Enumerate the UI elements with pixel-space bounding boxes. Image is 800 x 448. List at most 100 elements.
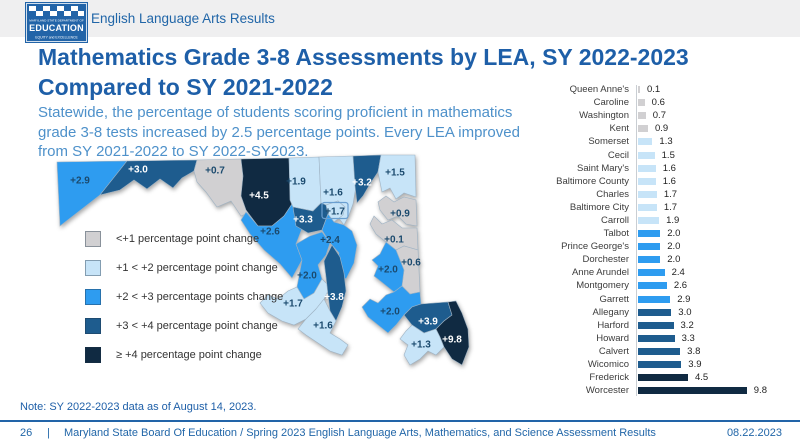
bar-chart: Queen Anne's 0.1 Caroline 0.6 Washington 0.7 K…	[552, 83, 782, 398]
chart-axis-line	[636, 85, 637, 396]
chart-row: Garrett 2.9	[552, 293, 782, 306]
legend-label: ≥ +4 percentage point change	[116, 348, 262, 361]
chart-bar	[638, 216, 660, 224]
chart-category-label: Anne Arundel	[571, 267, 629, 279]
chart-row: Dorchester 2.0	[552, 253, 782, 266]
chart-value-label: 2.0	[667, 241, 681, 253]
chart-bar	[638, 190, 657, 198]
legend-swatch	[85, 346, 101, 363]
chart-value-label: 1.9	[666, 214, 680, 226]
county-value-label: +0.9	[390, 209, 410, 220]
chart-bar	[638, 125, 648, 133]
county-value-label: +1.3	[411, 340, 431, 351]
chart-value-label: 1.3	[659, 136, 673, 148]
chart-row: Frederick 4.5	[552, 371, 782, 384]
chart-category-label: Cecil	[607, 149, 629, 161]
chart-category-label: Harford	[597, 319, 629, 331]
chart-category-label: Calvert	[598, 345, 629, 357]
county-value-label: +3.2	[352, 178, 372, 189]
chart-category-label: Garrett	[599, 293, 629, 305]
chart-category-label: Howard	[596, 332, 629, 344]
chart-category-label: Washington	[579, 110, 629, 122]
chart-row: Baltimore City 1.7	[552, 201, 782, 214]
county-value-label: +1.7	[325, 207, 345, 218]
chart-row: Somerset 1.3	[552, 135, 782, 148]
chart-category-label: Dorchester	[582, 254, 629, 266]
chart-bar	[638, 164, 656, 172]
chart-bar	[638, 387, 747, 395]
chart-category-label: Baltimore County	[556, 175, 629, 187]
county-value-label: +3.3	[293, 215, 313, 226]
county-value-label: +4.5	[249, 191, 269, 202]
county-shape	[295, 231, 331, 300]
chart-category-label: Montgomery	[576, 280, 629, 292]
county-value-label: +3.9	[418, 317, 438, 328]
chart-row: Talbot 2.0	[552, 227, 782, 240]
msde-logo-graphic: MARYLAND STATE DEPARTMENT OF EDUCATION E…	[25, 2, 88, 43]
subtitle-line2: grade 3-8 tests increased by 2.5 percent…	[38, 123, 520, 141]
chart-value-label: 0.9	[654, 123, 669, 135]
county-shape	[259, 278, 331, 326]
chart-row: Saint Mary's 1.6	[552, 162, 782, 175]
legend-swatch	[85, 230, 101, 247]
county-value-label: +1.6	[323, 188, 343, 199]
county-value-label: +2.4	[320, 235, 340, 246]
chart-row: Harford 3.2	[552, 319, 782, 332]
county-value-label: +9.8	[442, 335, 462, 346]
chart-category-label: Carroll	[601, 214, 629, 226]
chart-row: Allegany 3.0	[552, 306, 782, 319]
subtitle-line1: Statewide, the percentage of students sc…	[38, 104, 513, 121]
chart-value-label: 1.7	[663, 188, 678, 200]
chart-bar	[638, 282, 667, 290]
chart-value-label: 2.0	[667, 228, 681, 240]
chart-bar	[638, 269, 665, 277]
chart-value-label: 4.5	[694, 372, 709, 384]
chart-bar	[638, 256, 661, 264]
logo-education-line: EDUCATION	[29, 23, 84, 33]
chart-bar	[638, 308, 672, 316]
chart-category-label: Saint Mary's	[577, 162, 629, 174]
chart-value-label: 2.6	[673, 280, 688, 292]
county-value-label: +1.7	[283, 299, 303, 310]
footer-divider	[0, 420, 800, 422]
chart-row: Queen Anne's 0.1	[552, 83, 782, 96]
chart-category-label: Kent	[609, 123, 629, 135]
baltimore-city-label-box	[321, 201, 349, 220]
chart-bar	[638, 177, 656, 185]
chart-category-label: Baltimore City	[569, 201, 629, 213]
chart-row: Caroline 0.6	[552, 96, 782, 109]
chart-bar	[638, 99, 645, 107]
chart-value-label: 3.2	[680, 319, 694, 331]
county-value-label: +2.9	[70, 176, 90, 187]
logo-dept-line: MARYLAND STATE DEPARTMENT OF	[29, 19, 84, 23]
chart-category-label: Wicomico	[587, 359, 629, 371]
chart-value-label: 0.6	[651, 97, 665, 109]
chart-row: Kent 0.9	[552, 122, 782, 135]
chart-category-label: Worcester	[585, 385, 629, 397]
footer-separator: |	[47, 427, 50, 439]
chart-value-label: 2.0	[667, 254, 681, 266]
county-shape	[361, 285, 422, 334]
chart-value-label: 3.0	[678, 306, 692, 318]
chart-bar	[638, 112, 646, 120]
county-shape	[435, 300, 470, 366]
page-title-line1: Mathematics Grade 3-8 Assessments by LEA…	[38, 44, 689, 70]
chart-category-label: Caroline	[593, 97, 629, 109]
legend-swatch	[85, 317, 101, 334]
county-shapes	[56, 154, 470, 366]
chart-row: Montgomery 2.6	[552, 279, 782, 292]
chart-value-label: 1.5	[661, 149, 675, 161]
county-value-label: +3.8	[324, 292, 344, 303]
legend-swatch	[85, 288, 101, 305]
chart-bar	[638, 86, 640, 94]
header-bar: English Language Arts Results	[0, 0, 800, 37]
logo-motto-line: EQUITY and EXCELLENCE	[35, 36, 78, 40]
chart-value-label: 2.4	[671, 267, 685, 279]
county-shape	[297, 298, 349, 356]
county-value-label: +2.0	[378, 265, 398, 276]
maryland-flag-icon	[29, 6, 84, 16]
chart-value-label: 1.7	[663, 201, 678, 213]
county-value-label: +2.0	[297, 271, 317, 282]
legend-label: +1 < +2 percentage point change	[116, 261, 278, 274]
chart-category-label: Charles	[596, 188, 629, 200]
